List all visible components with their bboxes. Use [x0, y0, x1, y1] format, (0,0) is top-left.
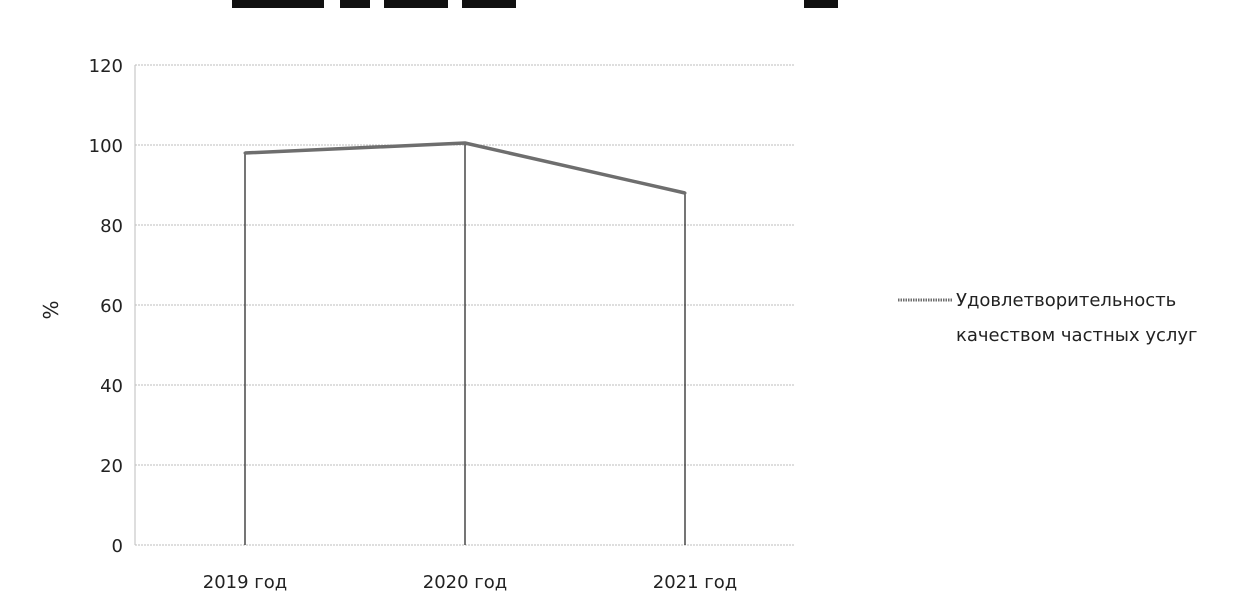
- x-category-label-1: 2020 год: [423, 572, 507, 593]
- y-tick-label-40: 40: [100, 376, 123, 397]
- series-layer: [243, 141, 687, 195]
- legend-entry-line-2: качеством частных услуг: [956, 325, 1197, 346]
- y-axis-label: %: [39, 300, 63, 319]
- y-tick-label-80: 80: [100, 216, 123, 237]
- y-tick-label-20: 20: [100, 456, 123, 477]
- data-point-0: [243, 151, 247, 155]
- data-point-2: [683, 191, 687, 195]
- x-category-label-0: 2019 год: [203, 572, 287, 593]
- y-tick-label-60: 60: [100, 296, 123, 317]
- drop-lines-layer: [244, 143, 686, 545]
- y-tick-label-120: 120: [89, 56, 123, 77]
- legend: Удовлетворительность качеством частных у…: [898, 290, 1197, 346]
- y-tick-labels: 0 20 40 60 80 100 120: [89, 56, 123, 557]
- y-tick-label-0: 0: [112, 536, 123, 557]
- x-category-label-2: 2021 год: [653, 572, 737, 593]
- x-category-labels: 2019 год 2020 год 2021 год: [203, 572, 737, 593]
- data-point-1: [463, 141, 467, 145]
- title-fragment-cropped: [232, 0, 838, 8]
- legend-entry-line-1: Удовлетворительность: [956, 290, 1176, 311]
- y-tick-label-100: 100: [89, 136, 123, 157]
